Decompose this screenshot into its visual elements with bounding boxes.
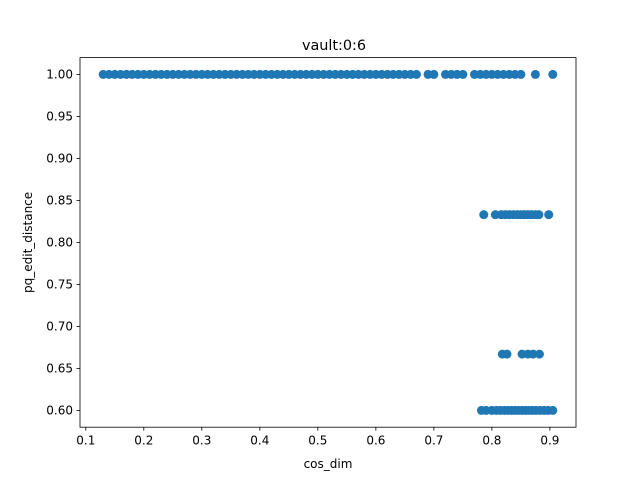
y-tick-label: 0.70: [46, 320, 73, 334]
y-tick-label: 0.95: [46, 110, 73, 124]
data-point: [479, 210, 489, 220]
data-point: [516, 69, 526, 79]
y-tick-label: 0.80: [46, 236, 73, 250]
data-point: [530, 69, 540, 79]
y-tick-label: 1.00: [46, 68, 73, 82]
data-point: [411, 69, 421, 79]
data-point: [548, 405, 558, 415]
y-axis-label: pq_edit_distance: [21, 192, 35, 293]
y-tick-label: 0.65: [46, 362, 73, 376]
data-point: [528, 349, 538, 359]
chart-title: vault:0:6: [302, 38, 366, 54]
data-point: [544, 210, 554, 220]
x-tick-label: 0.3: [192, 434, 211, 448]
data-point: [548, 69, 558, 79]
x-tick-label: 0.5: [308, 434, 327, 448]
y-tick-label: 0.90: [46, 152, 73, 166]
x-tick-label: 0.6: [366, 434, 385, 448]
x-axis-label: cos_dim: [304, 457, 353, 471]
data-point: [534, 210, 544, 220]
y-tick-label: 0.75: [46, 278, 73, 292]
x-tick-label: 0.2: [134, 434, 153, 448]
x-tick-label: 0.8: [482, 434, 501, 448]
y-tick-label: 0.60: [46, 404, 73, 418]
y-axis-ticks: 0.60 0.65 0.70 0.75 0.80 0.85 0.90 0.95 1.00: [46, 68, 80, 418]
data-point: [458, 69, 468, 79]
data-point: [429, 69, 439, 79]
data-points: [98, 69, 558, 415]
x-tick-label: 0.7: [424, 434, 443, 448]
data-point: [534, 349, 544, 359]
x-tick-label: 0.4: [250, 434, 269, 448]
x-tick-label: 0.9: [540, 434, 559, 448]
x-axis-ticks: 0.1 0.2 0.3 0.4 0.5 0.6 0.7 0.8 0.9: [76, 427, 559, 448]
data-point: [502, 349, 512, 359]
y-tick-label: 0.85: [46, 194, 73, 208]
x-tick-label: 0.1: [76, 434, 95, 448]
